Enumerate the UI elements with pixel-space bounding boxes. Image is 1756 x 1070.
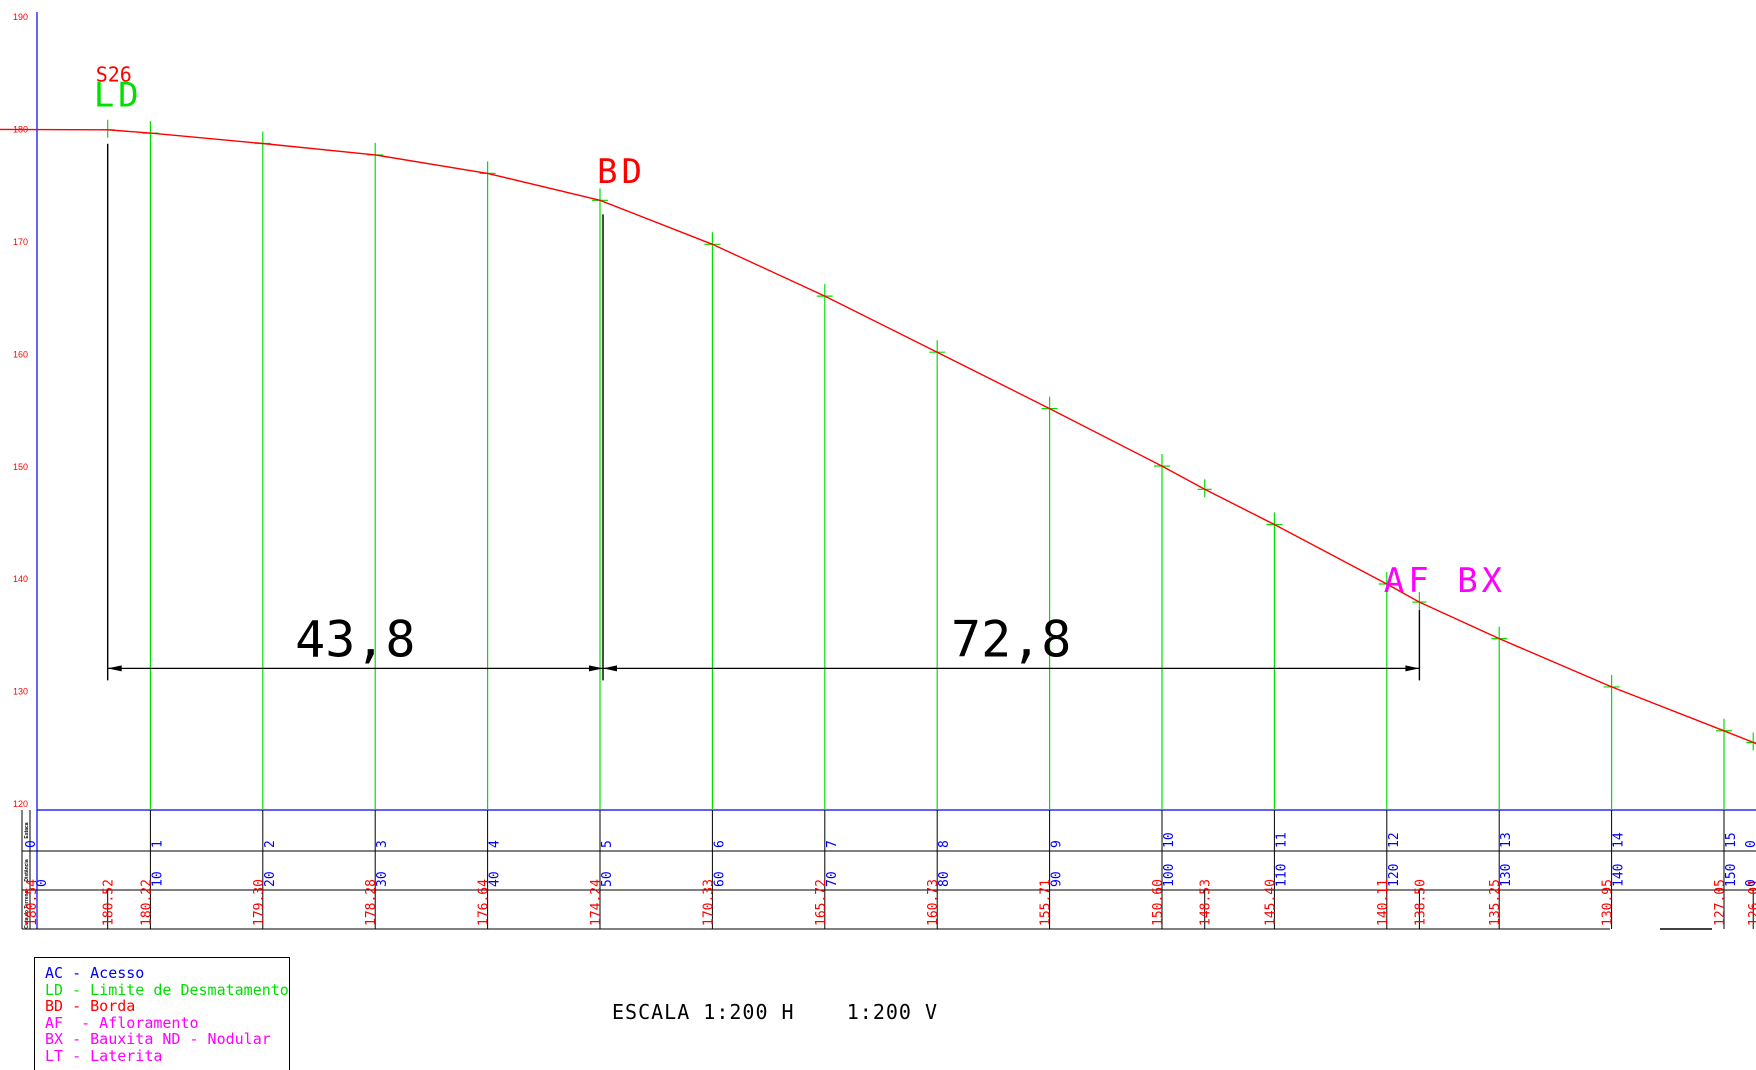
dimension-arrow xyxy=(603,665,617,672)
cota-label: 145.40 xyxy=(1263,879,1278,926)
estaca-label-end: 0 xyxy=(1744,840,1756,848)
distance-label-end: 0 xyxy=(1744,879,1756,887)
estaca-label: 7 xyxy=(825,840,840,848)
distance-label: 150 xyxy=(1724,864,1739,887)
distance-label-start: 0 xyxy=(35,879,50,887)
elevation-tick-label: 190 xyxy=(13,12,28,22)
estaca-label: 4 xyxy=(488,840,503,848)
cota-label: 180.22 xyxy=(139,879,154,926)
distance-label: 140 xyxy=(1612,864,1627,887)
cota-label: 179.30 xyxy=(252,879,267,926)
cota-label: 176.64 xyxy=(477,879,492,926)
estaca-label: 9 xyxy=(1050,840,1065,848)
header-estaca: Estaca xyxy=(24,822,30,838)
distance-label: 40 xyxy=(488,871,503,887)
cota-label-extra: 126.01 xyxy=(1747,879,1756,926)
cota-label: 127.05 xyxy=(1713,879,1728,926)
legend-item-ac: AC - Acesso xyxy=(45,964,145,982)
cota-label: 165.72 xyxy=(814,879,829,926)
distance-label: 100 xyxy=(1162,864,1177,887)
cota-label: 160.73 xyxy=(926,879,941,926)
legend-item-bd: BD - Borda xyxy=(45,997,136,1015)
terrain-profile xyxy=(0,128,1756,745)
cota-label: 135.25 xyxy=(1488,879,1503,926)
estaca-label-start: 0 xyxy=(24,840,39,848)
marker-bd: BD xyxy=(597,152,646,192)
estaca-label: 10 xyxy=(1162,832,1177,848)
estaca-label: 1 xyxy=(150,840,165,848)
distance-label: 10 xyxy=(150,871,165,887)
header-cota: Cota do Terreno xyxy=(24,890,30,928)
elevation-tick-label: 150 xyxy=(13,462,28,472)
legend-item-bx: BX - Bauxita ND - Nodular xyxy=(45,1030,271,1048)
dimension-value: 72,8 xyxy=(951,610,1071,668)
distance-label: 80 xyxy=(937,871,952,887)
legend-item-ld: LD - Limite de Desmatamento xyxy=(45,980,289,999)
dimension-arrow xyxy=(1405,665,1420,672)
estaca-label: 2 xyxy=(263,840,278,848)
estaca-label: 11 xyxy=(1274,832,1289,848)
estaca-label: 12 xyxy=(1387,832,1402,848)
estaca-label: 15 xyxy=(1724,832,1739,848)
cota-label-extra: 138.50 xyxy=(1413,879,1428,926)
distance-label: 120 xyxy=(1387,864,1402,887)
scale-label: ESCALA 1:200 H 1:200 V xyxy=(612,1000,939,1024)
legend-box: AC - Acesso LD - Limite de Desmatamento … xyxy=(34,957,290,1070)
distance-label: 130 xyxy=(1499,864,1514,887)
header-distancia: Distância xyxy=(24,859,30,881)
estaca-label: 14 xyxy=(1612,832,1627,848)
elevation-tick-label: 120 xyxy=(13,799,28,809)
cota-label: 130.95 xyxy=(1601,879,1616,926)
cota-label: 155.71 xyxy=(1039,879,1054,926)
marker-ld: LD xyxy=(94,75,143,115)
dimension-arrow xyxy=(107,665,122,672)
station-verticals xyxy=(100,119,1756,810)
dimension-value: 43,8 xyxy=(295,610,415,668)
legend-item-lt: LT - Laterita xyxy=(45,1046,163,1065)
elevation-tick-label: 170 xyxy=(13,237,28,247)
estaca-label: 13 xyxy=(1499,832,1514,848)
distance-label: 110 xyxy=(1274,864,1289,887)
cota-label: 170.33 xyxy=(701,879,716,926)
estaca-label: 6 xyxy=(712,840,727,848)
cota-label: 178.28 xyxy=(364,879,379,926)
marker-s26: S26 xyxy=(96,63,132,87)
elevation-tick-label: 130 xyxy=(13,687,28,697)
distance-label: 70 xyxy=(825,871,840,887)
estaca-label: 8 xyxy=(937,840,952,848)
terrain-profile-line xyxy=(0,128,1756,745)
estaca-label: 3 xyxy=(375,840,390,848)
distance-label: 90 xyxy=(1050,871,1065,887)
elevation-tick-label: 140 xyxy=(13,574,28,584)
cota-label-extra: 148.53 xyxy=(1199,879,1214,926)
distance-label: 60 xyxy=(712,871,727,887)
legend-item-af: AF - Afloramento xyxy=(45,1013,199,1032)
dimension-arrow xyxy=(589,665,603,672)
cota-label-extra: 180.52 xyxy=(102,879,117,926)
cota-label: 140.11 xyxy=(1376,879,1391,926)
distance-label: 50 xyxy=(600,871,615,887)
cota-label: 150.60 xyxy=(1151,879,1166,926)
cota-label: 174.24 xyxy=(589,879,604,926)
cota-label-start: 180.54 xyxy=(25,879,40,926)
elevation-tick-label: 160 xyxy=(13,349,28,359)
distance-label: 20 xyxy=(263,871,278,887)
distance-label: 30 xyxy=(375,871,390,887)
marker-af-bx: AF BX xyxy=(1384,561,1506,601)
estaca-label: 5 xyxy=(600,840,615,848)
